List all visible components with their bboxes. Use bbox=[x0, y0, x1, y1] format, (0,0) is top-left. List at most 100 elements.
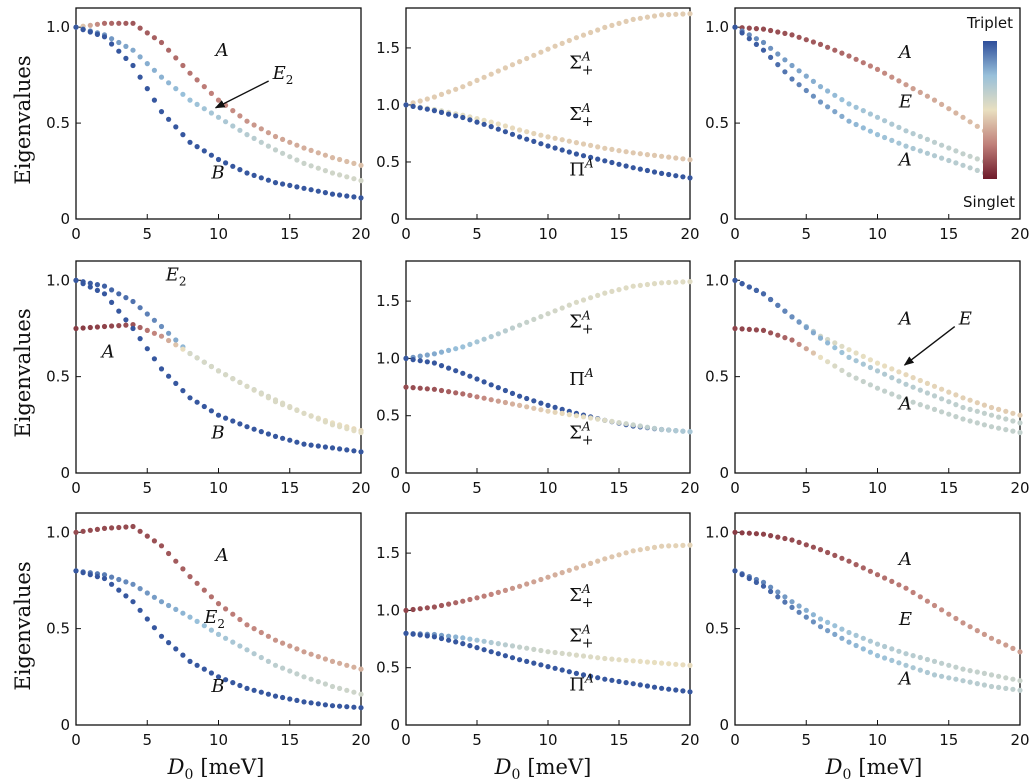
annotation-main: Σ bbox=[569, 104, 582, 125]
data-point bbox=[123, 593, 129, 599]
data-point bbox=[130, 581, 136, 587]
data-point bbox=[588, 654, 594, 660]
data-point bbox=[810, 93, 817, 99]
data-point bbox=[301, 160, 307, 166]
data-point bbox=[953, 664, 959, 670]
data-point bbox=[680, 174, 686, 180]
data-point bbox=[832, 623, 838, 629]
data-point bbox=[796, 34, 802, 40]
data-point bbox=[151, 330, 157, 336]
data-point bbox=[953, 414, 959, 420]
data-point bbox=[467, 636, 473, 642]
data-point bbox=[87, 22, 93, 28]
y-tick-label: 1.5 bbox=[376, 544, 400, 562]
data-point bbox=[602, 417, 608, 423]
annotation-sub: + bbox=[582, 62, 594, 78]
annotation-main: E bbox=[203, 607, 217, 628]
data-point bbox=[810, 544, 817, 550]
data-point bbox=[673, 279, 679, 285]
data-point bbox=[329, 445, 336, 451]
data-point bbox=[502, 65, 508, 71]
data-point bbox=[580, 672, 587, 678]
data-point bbox=[294, 439, 300, 445]
data-point bbox=[651, 169, 658, 175]
data-point bbox=[810, 350, 817, 356]
data-point bbox=[910, 375, 916, 381]
data-point bbox=[73, 277, 79, 283]
data-point bbox=[158, 109, 165, 115]
data-point bbox=[144, 327, 150, 333]
annotation-arrow bbox=[903, 326, 956, 366]
data-point bbox=[524, 55, 530, 62]
data-point bbox=[265, 143, 271, 149]
data-point bbox=[839, 626, 845, 632]
data-point bbox=[817, 99, 824, 105]
data-point bbox=[101, 323, 108, 330]
annotation-main: Σ bbox=[569, 625, 582, 646]
data-point bbox=[644, 14, 651, 20]
data-point bbox=[931, 672, 938, 678]
data-point bbox=[939, 660, 945, 666]
data-point bbox=[137, 74, 143, 80]
data-point bbox=[446, 111, 452, 117]
y-tick-label: 0 bbox=[60, 716, 70, 734]
data-point bbox=[272, 399, 279, 405]
data-point bbox=[431, 604, 437, 610]
data-point bbox=[481, 336, 487, 342]
annotation-label: ΣA + bbox=[569, 420, 593, 449]
data-point bbox=[158, 323, 165, 330]
data-point bbox=[839, 50, 845, 56]
data-point bbox=[180, 610, 186, 616]
data-point bbox=[151, 594, 157, 600]
data-point bbox=[810, 330, 817, 336]
data-point bbox=[860, 565, 866, 571]
x-axis-title-col-3: D0 [meV] bbox=[825, 755, 923, 783]
data-point bbox=[566, 302, 572, 308]
data-point bbox=[796, 609, 802, 615]
data-point bbox=[775, 589, 781, 595]
data-point bbox=[651, 544, 658, 551]
data-point bbox=[417, 353, 423, 359]
data-point bbox=[867, 568, 874, 574]
data-point bbox=[123, 322, 129, 328]
data-point bbox=[322, 168, 328, 174]
series-e2 bbox=[73, 277, 364, 434]
data-point bbox=[803, 324, 809, 331]
data-point bbox=[924, 598, 931, 604]
data-point bbox=[358, 429, 364, 436]
data-point bbox=[101, 283, 108, 289]
plot-frame bbox=[734, 260, 1021, 474]
data-point bbox=[760, 291, 767, 297]
data-point bbox=[258, 391, 264, 397]
x-tick-label: 20 bbox=[680, 225, 699, 243]
data-point bbox=[251, 426, 257, 432]
data-point bbox=[917, 377, 923, 384]
x-axis-unit: [meV] bbox=[200, 755, 264, 779]
x-tick-label: 15 bbox=[609, 225, 628, 243]
data-point bbox=[265, 658, 271, 665]
x-tick-label: 20 bbox=[680, 731, 699, 749]
data-point bbox=[329, 422, 336, 428]
annotation-label: A bbox=[897, 309, 912, 330]
data-point bbox=[616, 287, 622, 293]
data-point bbox=[344, 687, 350, 693]
data-point bbox=[538, 400, 544, 406]
y-axis-title-row-1: Eigenvalues bbox=[11, 55, 35, 184]
data-point bbox=[417, 105, 423, 111]
annotation-main: Π bbox=[569, 160, 585, 181]
data-point bbox=[623, 680, 629, 686]
y-tick-label: 0.5 bbox=[376, 659, 400, 677]
data-point bbox=[180, 62, 186, 69]
x-axis-unit: [meV] bbox=[527, 755, 591, 779]
data-point bbox=[287, 437, 293, 443]
annotation-main: A bbox=[897, 549, 912, 570]
data-point bbox=[673, 155, 679, 161]
data-point bbox=[817, 616, 824, 622]
x-tick-label: 10 bbox=[868, 479, 887, 497]
data-point bbox=[1017, 420, 1023, 426]
data-point bbox=[602, 290, 608, 296]
data-point bbox=[337, 703, 343, 709]
data-point bbox=[832, 363, 838, 369]
data-point bbox=[538, 576, 544, 583]
data-point bbox=[237, 643, 243, 649]
